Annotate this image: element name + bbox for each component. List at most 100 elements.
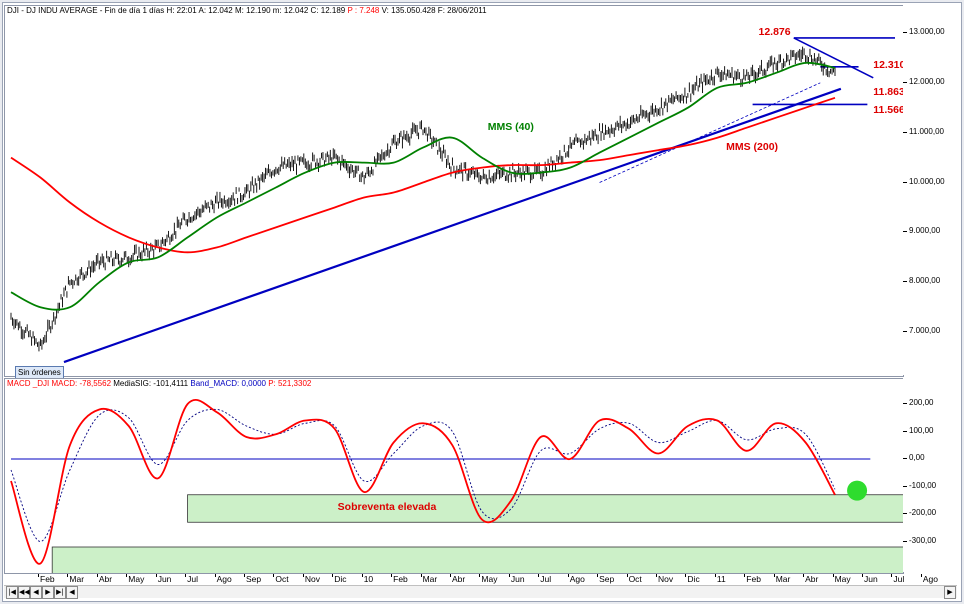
- x-tick-label: Nov: [658, 574, 674, 584]
- x-tick: [38, 574, 39, 577]
- x-tick: [96, 574, 98, 577]
- x-tick-label: Sep: [599, 574, 615, 584]
- price-y-tick: [903, 231, 907, 233]
- x-tick-label: 10: [363, 574, 374, 584]
- prev-fast-icon[interactable]: ◀◀: [18, 586, 30, 599]
- price-chart-svg: MMS (40) MMS (200) 12.876 12.310 11.863 11.56…: [10, 26, 903, 364]
- x-tick: [155, 574, 157, 577]
- x-tick-label: Mar: [775, 574, 791, 584]
- macd-panel[interactable]: MACD _DJI MACD: -78,5562 MediaSIG: -101,…: [4, 378, 904, 574]
- price-header-suffix: V: 135.050.428 F: 28/06/2011: [381, 6, 487, 15]
- x-tick: [185, 574, 187, 577]
- x-tick-label: May: [481, 574, 498, 584]
- price-header-text: DJI - DJ INDU AVERAGE - Fin de día 1 día…: [7, 6, 346, 15]
- x-tick: [244, 574, 245, 577]
- x-tick: [803, 574, 805, 577]
- scroll-right-icon[interactable]: ▶: [944, 586, 956, 599]
- level-label-12310: 12.310: [873, 59, 903, 71]
- x-tick-label: Jun: [864, 574, 878, 584]
- x-tick: [714, 574, 716, 577]
- price-bars: [10, 46, 836, 352]
- x-tick-label: Feb: [40, 574, 55, 584]
- macd-header-value: MACD _DJI MACD: -78,5562: [7, 379, 112, 388]
- prev-icon[interactable]: ◀: [30, 586, 42, 599]
- x-tick-label: Mar: [69, 574, 85, 584]
- buy-signal-dot: [847, 480, 868, 501]
- x-tick: [273, 574, 275, 577]
- level-label-12876: 12.876: [758, 26, 790, 38]
- level-label-11566: 11.566: [873, 104, 903, 116]
- x-tick-label: Dic: [687, 574, 700, 584]
- scroll-left-icon[interactable]: ◀: [66, 586, 78, 599]
- support-trendline: [63, 87, 842, 364]
- price-y-label: 8.000,00: [909, 276, 941, 286]
- price-panel[interactable]: DJI - DJ INDU AVERAGE - Fin de día 1 día…: [4, 5, 904, 380]
- next-fast-icon[interactable]: ▶|: [54, 586, 66, 599]
- mms200-line: [10, 96, 836, 254]
- x-tick-label: Sep: [246, 574, 262, 584]
- x-tick-label: Abr: [98, 574, 113, 584]
- x-tick: [597, 574, 599, 577]
- x-tick-label: Ago: [569, 574, 585, 584]
- x-tick-label: Abr: [805, 574, 819, 584]
- x-tick: [891, 574, 893, 577]
- macd-y-label: -100,00: [909, 480, 937, 490]
- price-y-axis: 13.000,00 12.000,00 11.000,00 10.000,00 9.00…: [903, 5, 957, 375]
- x-tick-label: Nov: [304, 574, 320, 584]
- dashed-trendline: [599, 82, 821, 183]
- x-tick-label: Feb: [746, 574, 761, 584]
- price-y-label: 7.000,00: [909, 326, 941, 336]
- x-tick: [508, 574, 510, 577]
- x-tick: [420, 574, 422, 577]
- macd-y-label: 200,00: [909, 398, 934, 407]
- price-y-tick: [903, 181, 907, 183]
- x-tick: [773, 574, 775, 577]
- x-tick-label: Jul: [540, 574, 552, 584]
- x-tick: [479, 574, 481, 577]
- mms40-line: [10, 61, 836, 311]
- macd-y-axis: 200,00 100,00 0,00 -100,00 -200,00 -300,00: [903, 378, 957, 572]
- x-tick: [862, 574, 863, 577]
- macd-chart-svg: Sobreventa elevada: [10, 398, 903, 573]
- price-y-label: 10.000,00: [909, 176, 945, 186]
- macd-y-tick: [903, 458, 907, 459]
- extreme-oversold-zone: [51, 546, 903, 573]
- x-tick-label: Oct: [628, 574, 642, 584]
- downtrend-line: [793, 37, 874, 79]
- x-tick-label: Feb: [393, 574, 408, 584]
- price-y-label: 9.000,00: [909, 226, 941, 236]
- x-tick: [920, 574, 922, 577]
- macd-header-band: Band_MACD: 0,0000: [190, 379, 266, 388]
- x-tick-label: Mar: [422, 574, 438, 584]
- price-y-tick: [903, 131, 907, 133]
- price-header-pct: P : 7.248: [347, 6, 380, 15]
- x-tick: [832, 574, 834, 577]
- x-tick: [302, 574, 304, 577]
- x-tick: [538, 574, 540, 577]
- x-tick-label: Ago: [216, 574, 232, 584]
- x-tick-label: Ago: [922, 574, 938, 584]
- price-y-tick: [903, 281, 907, 283]
- next-icon[interactable]: ▶: [42, 586, 54, 599]
- first-page-icon[interactable]: |◀: [6, 586, 18, 599]
- zone-label: Sobreventa elevada: [338, 501, 437, 513]
- price-y-label: 13.000,00: [909, 26, 945, 36]
- mms200-label: MMS (200): [726, 141, 778, 153]
- macd-y-tick: [903, 513, 907, 514]
- macd-y-label: -200,00: [909, 508, 937, 517]
- macd-header: MACD _DJI MACD: -78,5562 MediaSIG: -101,…: [7, 379, 311, 388]
- x-tick: [626, 574, 628, 577]
- x-tick-label: Jun: [157, 574, 172, 584]
- price-y-tick: [903, 31, 907, 33]
- x-tick-label: Jun: [510, 574, 525, 584]
- macd-y-tick: [903, 485, 907, 487]
- price-y-label: 11.000,00: [909, 126, 944, 136]
- macd-y-tick: [903, 403, 907, 404]
- oversold-zone: [187, 494, 903, 523]
- macd-header-p: P: 521,3302: [268, 379, 312, 388]
- x-tick-label: May: [834, 574, 851, 584]
- x-tick-label: Oct: [275, 574, 289, 584]
- x-tick: [656, 574, 657, 577]
- level-label-11863: 11.863: [873, 86, 903, 98]
- x-tick: [361, 574, 363, 577]
